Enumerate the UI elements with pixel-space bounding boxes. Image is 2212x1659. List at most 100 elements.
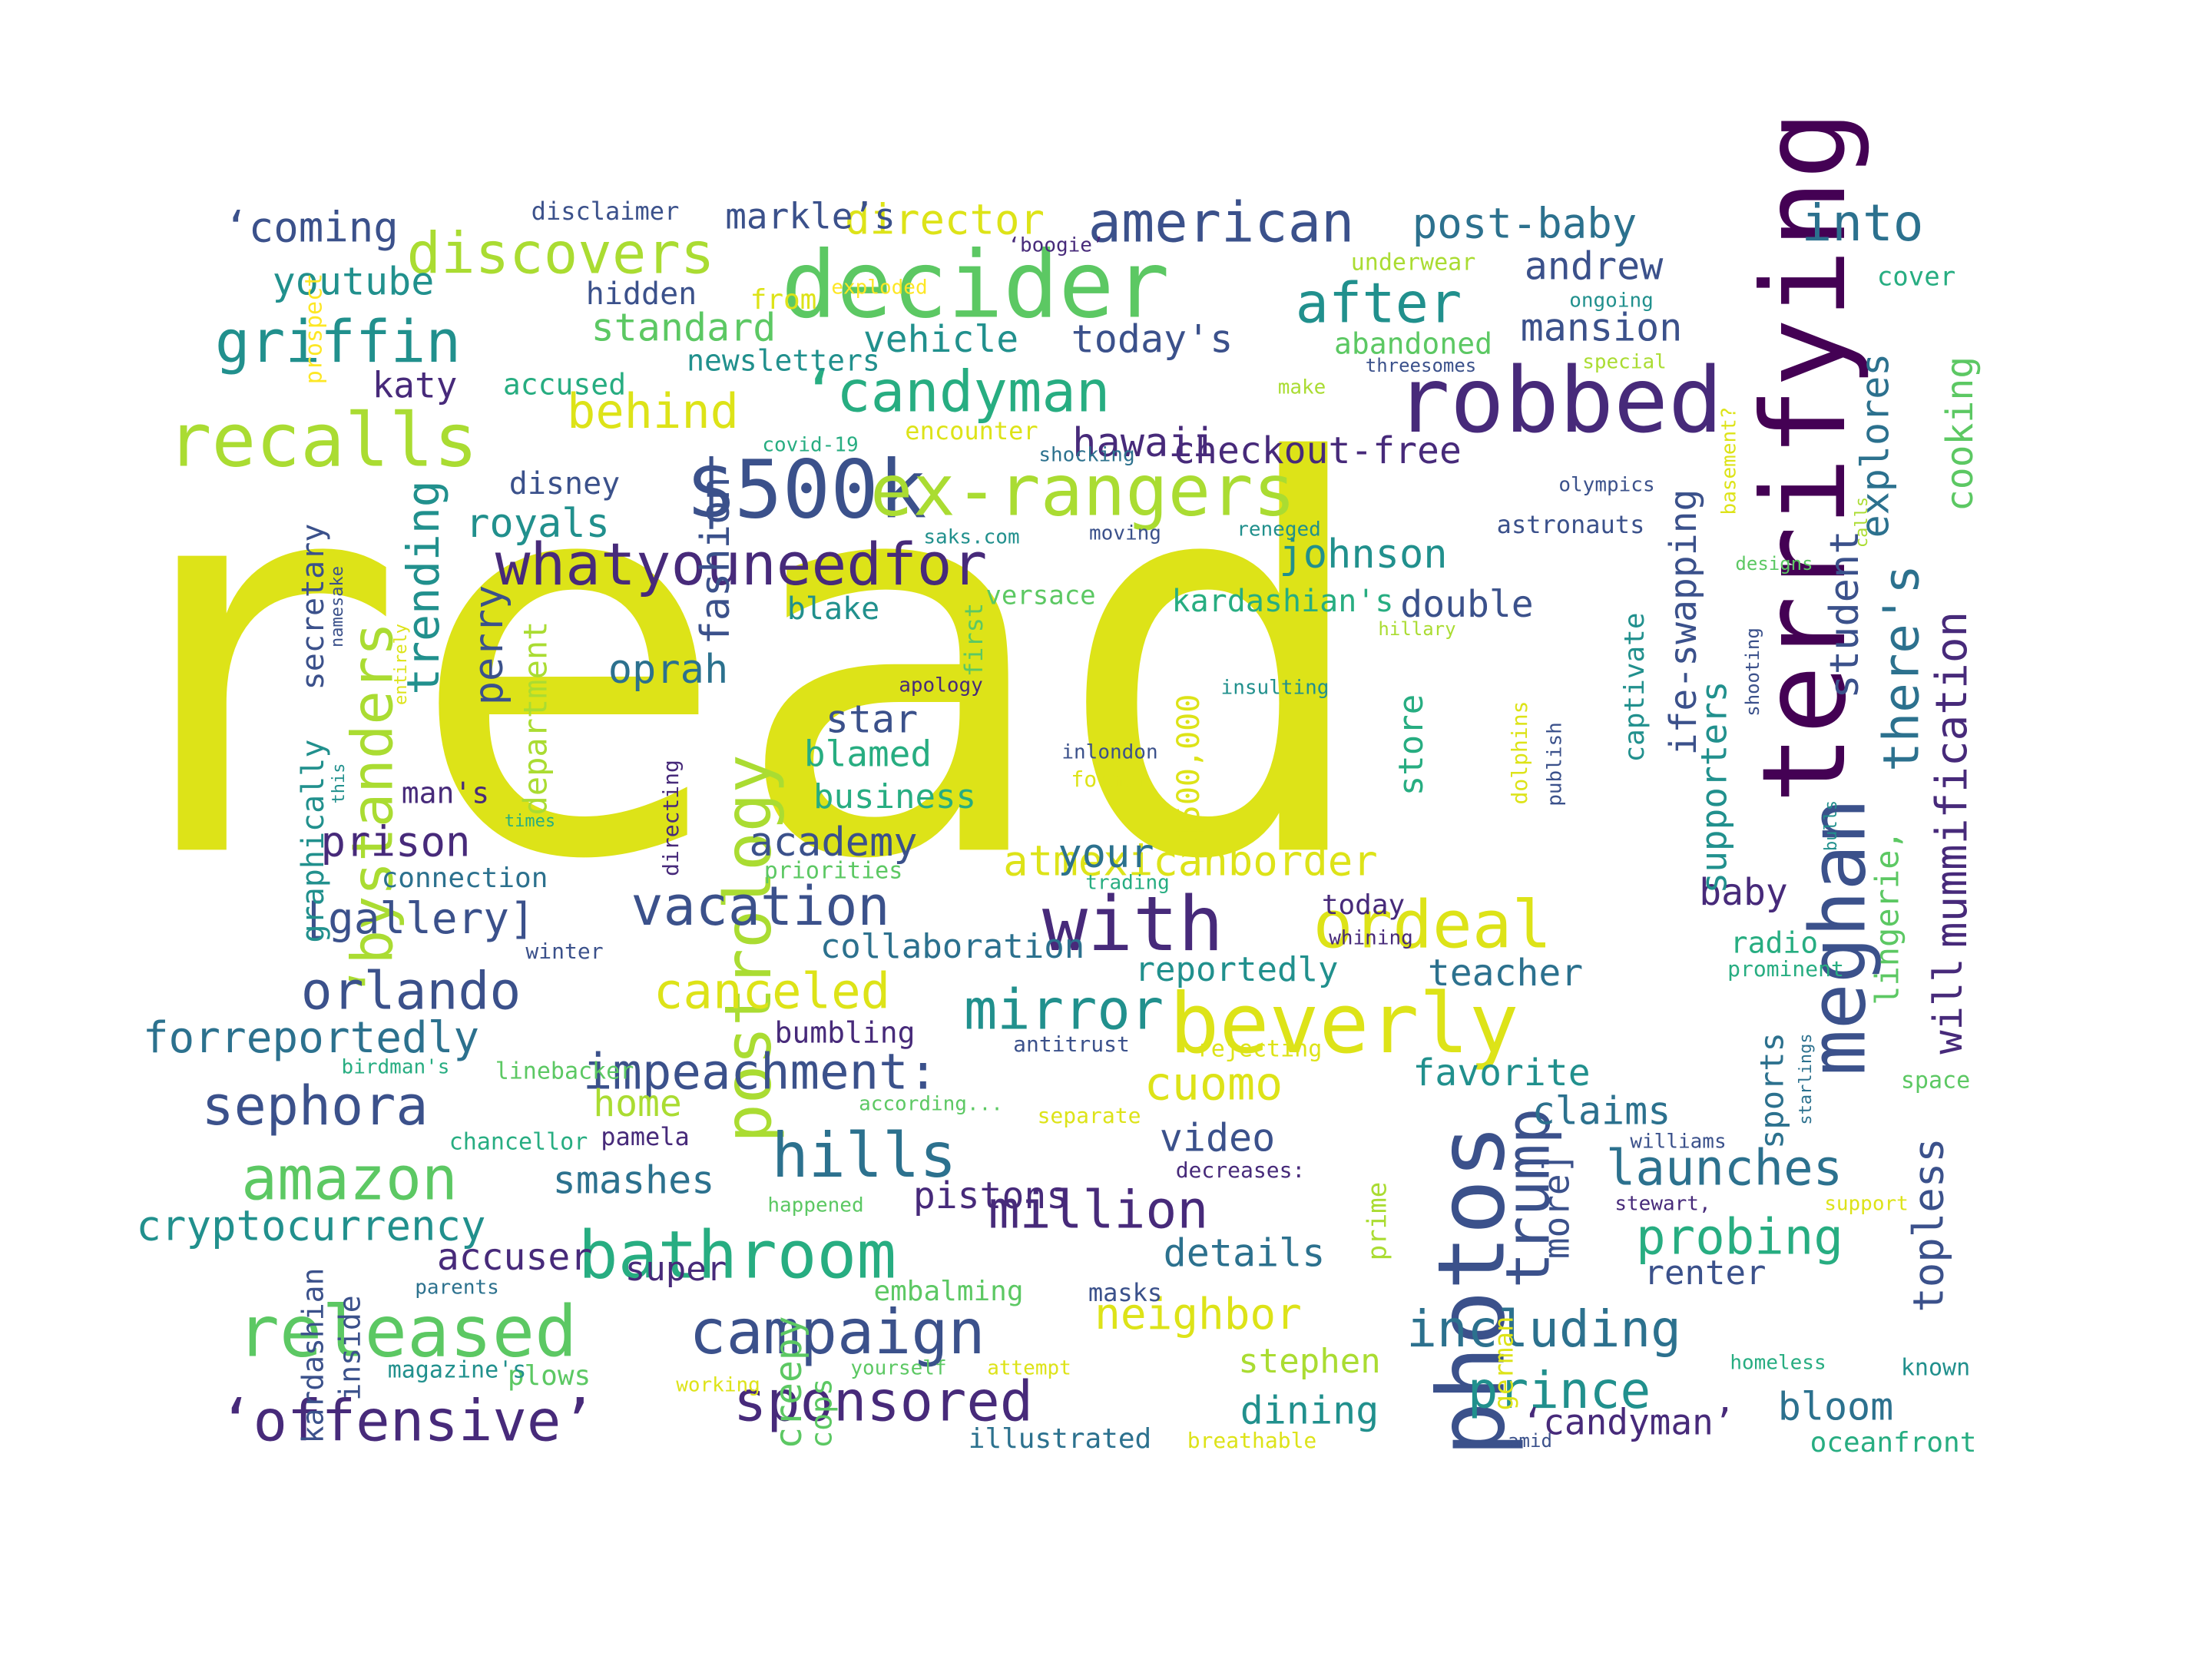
cloud-word: german xyxy=(1489,1316,1520,1411)
cloud-word: captivate xyxy=(1619,612,1651,762)
cloud-word: whining xyxy=(1329,927,1413,950)
cloud-word: trump xyxy=(1494,1108,1563,1289)
cloud-word: including xyxy=(1406,1300,1681,1359)
cloud-word: ‘offensive’ xyxy=(219,1389,595,1455)
cloud-word: neighbor xyxy=(1094,1290,1302,1339)
cloud-word: super xyxy=(625,1250,727,1289)
cloud-word: sephora xyxy=(201,1075,428,1137)
cloud-word: shooting xyxy=(1742,628,1763,717)
cloud-word: business xyxy=(813,777,976,816)
cloud-word: ex-rangers xyxy=(870,449,1296,531)
cloud-word: sponsored xyxy=(733,1369,1033,1434)
cloud-word: pamela xyxy=(601,1122,690,1151)
cloud-word: first xyxy=(959,603,988,677)
cloud-word: griffin xyxy=(215,307,461,376)
cloud-word: there's xyxy=(1874,565,1931,772)
cloud-word: namesake xyxy=(328,566,347,647)
cloud-word: rejecting xyxy=(1197,1036,1323,1063)
cloud-word: prince xyxy=(1468,1361,1651,1420)
cloud-word: perry xyxy=(466,585,512,706)
cloud-word: student xyxy=(1822,530,1868,698)
cloud-word: beverly xyxy=(1169,976,1518,1072)
cloud-word: linebacker xyxy=(495,1058,634,1085)
cloud-word: bathroom xyxy=(578,1217,896,1293)
cloud-word: canceled xyxy=(654,964,890,1021)
cloud-word: birdman's xyxy=(342,1056,450,1079)
cloud-word: (read xyxy=(0,351,1378,977)
cloud-word: creepy xyxy=(767,1316,810,1449)
cloud-word: amid xyxy=(1508,1430,1552,1452)
cloud-word: according... xyxy=(859,1093,1003,1116)
cloud-word: chancellor xyxy=(449,1129,588,1156)
cloud-word: mansion xyxy=(1521,306,1683,350)
cloud-word: atmexicanborder xyxy=(1003,837,1378,886)
cloud-word: topless xyxy=(1905,1137,1953,1313)
cloud-word: store xyxy=(1392,694,1431,796)
cloud-word: cryptocurrency xyxy=(136,1202,485,1250)
cloud-word: yourself xyxy=(850,1357,946,1380)
cloud-word: decider xyxy=(781,233,1170,339)
cloud-word: kardashian xyxy=(296,1268,330,1444)
cloud-word: markle’s xyxy=(725,196,896,237)
cloud-word: home xyxy=(593,1082,682,1125)
cloud-word: sports xyxy=(1753,1032,1791,1149)
cloud-word: calls xyxy=(1853,497,1872,548)
cloud-word: after xyxy=(1296,271,1462,336)
cloud-word: postrology xyxy=(710,754,786,1143)
cloud-word: [gallery] xyxy=(302,894,535,944)
cloud-word: youtube xyxy=(273,260,435,304)
cloud-word: ongoing xyxy=(1569,290,1654,313)
cloud-word: stewart, xyxy=(1614,1193,1710,1216)
cloud-word: bumbling xyxy=(774,1016,915,1050)
cloud-word: impeachment: xyxy=(583,1045,938,1101)
cloud-word: dining xyxy=(1240,1389,1379,1433)
cloud-word: $500k xyxy=(686,442,926,536)
cloud-word: released xyxy=(237,1290,577,1373)
cloud-word: video xyxy=(1160,1116,1276,1161)
cloud-word: threesomes xyxy=(1366,355,1477,376)
cloud-word: mirror xyxy=(964,978,1164,1042)
cloud-word: academy xyxy=(749,820,917,866)
cloud-word: olympics xyxy=(1558,474,1654,497)
cloud-word: antitrust xyxy=(1013,1031,1130,1057)
cloud-word: masks xyxy=(1088,1278,1162,1307)
cloud-word: attempt xyxy=(987,1357,1071,1380)
cloud-word: orlando xyxy=(301,962,522,1022)
cloud-word: discovers xyxy=(407,221,715,287)
cloud-word: prison xyxy=(320,818,470,866)
cloud-word: standard xyxy=(591,306,777,350)
cloud-word: graphically xyxy=(296,740,331,943)
cloud-word: known xyxy=(1901,1355,1970,1382)
cloud-word: bloom xyxy=(1778,1385,1894,1429)
cloud-word: robbed xyxy=(1396,347,1723,453)
cloud-word: with xyxy=(1042,881,1224,969)
cloud-word: parents xyxy=(415,1277,499,1300)
cloud-word: stephen xyxy=(1238,1342,1380,1381)
cloud-word: whatyouneedfor xyxy=(495,530,988,598)
cloud-word: newsletters xyxy=(687,344,880,378)
cloud-word: dolphins xyxy=(1507,701,1532,805)
cloud-word: amazon xyxy=(241,1144,458,1214)
cloud-word: covid-19 xyxy=(762,434,858,457)
cloud-word: reportedly xyxy=(1135,950,1339,989)
cloud-word: andrew xyxy=(1525,244,1664,289)
cloud-word: underwear xyxy=(1351,250,1476,276)
cloud-word: embalming xyxy=(873,1276,1023,1307)
cloud-word: support xyxy=(1824,1193,1909,1216)
cloud-word: space xyxy=(1901,1068,1970,1094)
cloud-word: accused xyxy=(503,368,626,402)
cloud-word: from xyxy=(750,284,817,316)
cloud-word: breathable xyxy=(1187,1428,1317,1453)
cloud-word: johnson xyxy=(1279,531,1447,578)
cloud-word: into xyxy=(1802,194,1924,253)
cloud-word: moving xyxy=(1089,522,1161,545)
cloud-word: probing xyxy=(1636,1210,1843,1267)
cloud-word: special xyxy=(1582,351,1667,374)
cloud-word: oceanfront xyxy=(1810,1427,1977,1459)
cloud-word: baby xyxy=(1699,871,1788,914)
cloud-word: inside xyxy=(333,1295,367,1400)
cloud-word: hidden xyxy=(586,276,697,312)
cloud-word: collaboration xyxy=(820,927,1084,966)
cloud-word: encounter xyxy=(905,416,1038,445)
